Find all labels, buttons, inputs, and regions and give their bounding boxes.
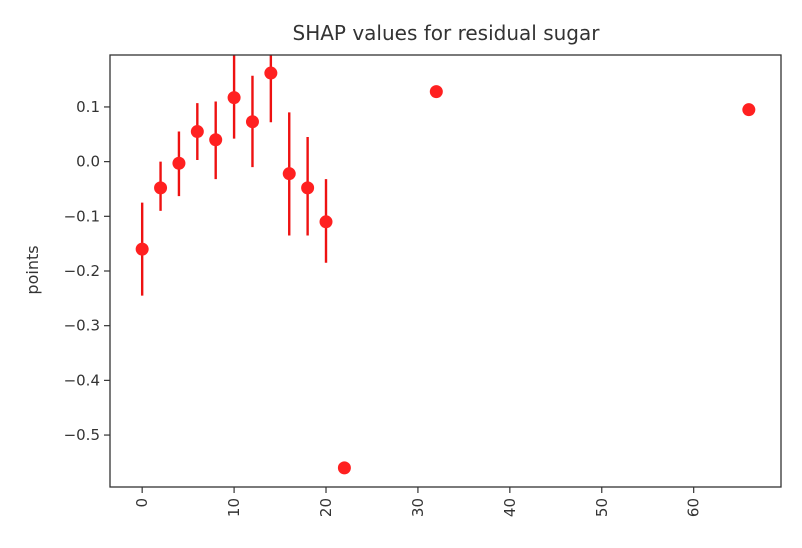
data-point — [282, 167, 296, 181]
x-tick-label: 50 — [593, 498, 611, 517]
y-tick-label: −0.2 — [64, 262, 100, 280]
data-point — [135, 242, 149, 256]
plot-area — [135, 55, 756, 475]
y-axis-label: points — [23, 245, 42, 294]
x-tick-label: 0 — [133, 498, 151, 508]
data-point — [301, 181, 315, 195]
data-point — [172, 156, 186, 170]
data-point — [227, 91, 241, 105]
x-tick-label: 10 — [225, 498, 243, 517]
y-tick-label: −0.5 — [64, 426, 100, 444]
data-point — [742, 103, 756, 117]
data-point — [209, 133, 223, 147]
data-point — [245, 115, 259, 129]
x-tick-label: 30 — [409, 498, 427, 517]
data-point — [264, 66, 278, 80]
data-point — [319, 215, 333, 229]
y-tick-label: 0.1 — [76, 98, 100, 116]
y-tick-label: −0.4 — [64, 371, 100, 389]
data-point — [154, 181, 168, 195]
data-point — [190, 125, 204, 139]
plot-frame — [109, 54, 782, 488]
data-point — [337, 461, 351, 475]
data-point — [429, 85, 443, 99]
y-tick-label: −0.3 — [64, 317, 100, 335]
chart-title: SHAP values for residual sugar — [293, 21, 601, 45]
y-tick-label: −0.1 — [64, 207, 100, 225]
x-tick-label: 20 — [317, 498, 335, 517]
x-tick-label: 40 — [501, 498, 519, 517]
x-tick-label: 60 — [685, 498, 703, 517]
y-tick-label: 0.0 — [76, 153, 100, 171]
